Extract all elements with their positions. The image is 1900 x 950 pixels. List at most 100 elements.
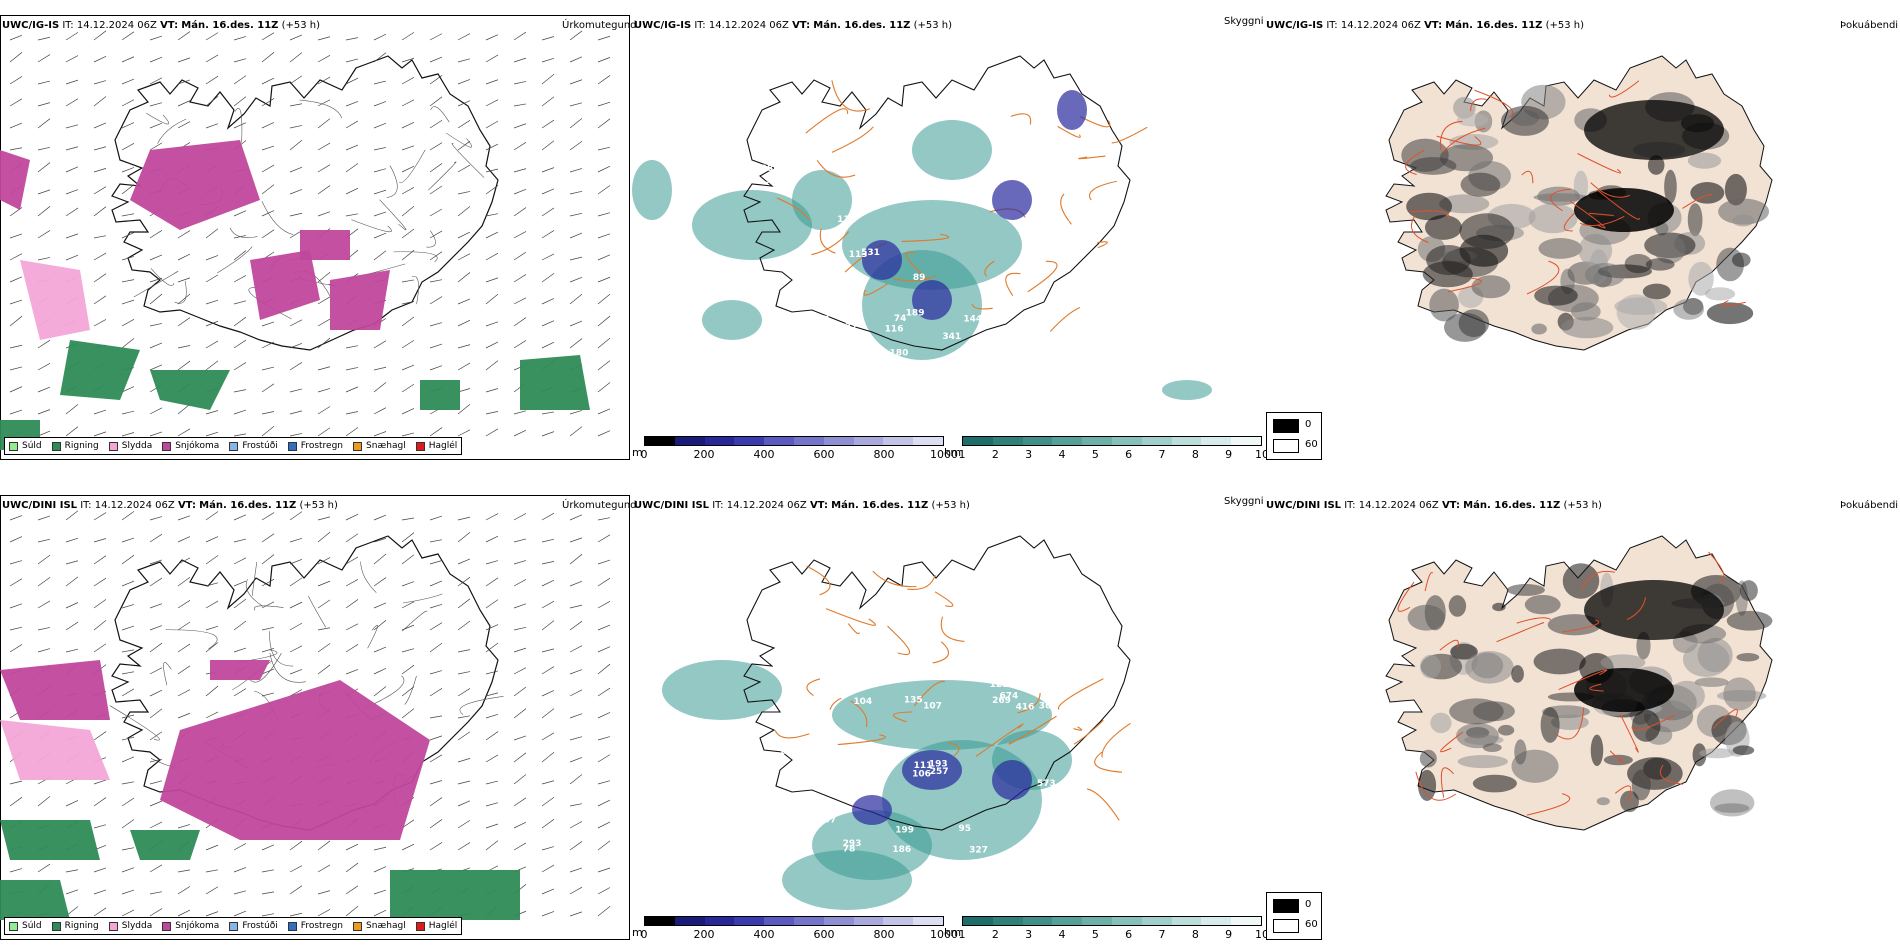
fog-cell bbox=[1540, 707, 1560, 743]
wind-barb bbox=[261, 692, 275, 697]
wind-barb bbox=[429, 296, 443, 305]
wind-barb bbox=[149, 908, 163, 917]
panel-header: UWC/IG-IS IT: 14.12.2024 06Z VT: Mán. 16… bbox=[2, 20, 320, 31]
wind-barb bbox=[513, 142, 527, 151]
vt-label: VT: bbox=[1441, 500, 1460, 511]
wind-barb bbox=[401, 648, 415, 653]
wind-barb bbox=[149, 102, 163, 107]
wind-barb bbox=[65, 189, 79, 195]
visibility-value: 964 bbox=[765, 176, 784, 186]
visibility-values: 2936745731862694073651301994163271401071… bbox=[770, 650, 1067, 856]
wind-barb bbox=[177, 824, 191, 829]
wind-barb bbox=[401, 99, 415, 107]
wind-barb bbox=[149, 431, 163, 437]
precip-area bbox=[0, 150, 30, 210]
panel-header: UWC/IG-IS IT: 14.12.2024 06Z VT: Mán. 16… bbox=[1266, 20, 1584, 31]
wind-barb bbox=[569, 620, 583, 631]
wind-barb bbox=[457, 272, 471, 283]
road-line bbox=[393, 251, 438, 263]
colorbar-tick: 0 bbox=[640, 928, 648, 941]
colorbar-tick: 9 bbox=[1225, 448, 1233, 461]
wind-barb bbox=[121, 410, 135, 415]
wind-barb bbox=[485, 277, 499, 283]
visibility-value: 193 bbox=[929, 760, 948, 770]
wind-barb bbox=[457, 362, 471, 371]
wind-barb bbox=[261, 229, 275, 239]
fog-cell bbox=[1514, 739, 1527, 765]
legend-item: Slydda bbox=[108, 441, 152, 451]
wind-barb bbox=[541, 732, 555, 741]
lead-time: (+53 h) bbox=[299, 500, 338, 511]
iceland-group bbox=[743, 535, 1131, 831]
visibility-value: 293 bbox=[777, 840, 796, 850]
road-line bbox=[446, 132, 472, 148]
wind-barb bbox=[65, 404, 79, 415]
wind-barb bbox=[261, 891, 275, 895]
wind-barb bbox=[289, 75, 303, 85]
wind-barb bbox=[149, 516, 163, 521]
visibility-area bbox=[912, 120, 992, 180]
road-line bbox=[1060, 193, 1072, 225]
road-line bbox=[1027, 260, 1058, 293]
colorbar-step bbox=[734, 437, 765, 445]
road-line bbox=[1397, 581, 1415, 612]
road-line bbox=[109, 705, 160, 741]
wind-barb bbox=[93, 252, 107, 261]
wind-barb bbox=[345, 578, 359, 587]
road-line bbox=[1626, 597, 1647, 621]
wind-barb bbox=[205, 844, 219, 851]
wind-barb bbox=[457, 558, 471, 565]
wind-barb bbox=[597, 315, 611, 327]
colorbar-step bbox=[823, 437, 854, 445]
wind-barb bbox=[261, 668, 275, 675]
colorbar-tick: 600 bbox=[813, 448, 835, 461]
visibility-value: 121 bbox=[990, 680, 1009, 690]
visibility-value: 82 bbox=[824, 381, 837, 391]
road-line bbox=[269, 631, 294, 667]
road-line bbox=[1563, 212, 1575, 232]
wind-barb bbox=[9, 560, 23, 565]
wind-barb bbox=[485, 143, 499, 151]
wind-barb bbox=[345, 862, 359, 873]
wind-barb bbox=[373, 382, 387, 393]
wind-barb bbox=[233, 514, 247, 521]
wind-barb bbox=[373, 168, 387, 173]
wind-barb bbox=[457, 780, 471, 785]
wind-barb bbox=[205, 582, 219, 587]
wind-barb bbox=[597, 430, 611, 437]
fog-core bbox=[1574, 668, 1674, 712]
colorbar-step bbox=[1231, 917, 1261, 925]
wind-barb bbox=[93, 146, 107, 151]
wind-barb bbox=[93, 186, 107, 195]
wind-barb bbox=[457, 516, 471, 521]
wind-barb bbox=[177, 360, 191, 371]
wind-barb bbox=[485, 360, 499, 371]
wind-barb bbox=[9, 52, 23, 63]
wind-barb bbox=[429, 580, 443, 587]
wind-barb bbox=[205, 123, 219, 129]
panel-title: Þokuábendi bbox=[1840, 500, 1899, 511]
wind-barb bbox=[457, 620, 471, 631]
colorbar-step bbox=[704, 917, 735, 925]
wind-barb bbox=[485, 293, 499, 305]
legend-swatch bbox=[415, 441, 425, 451]
wind-barb bbox=[177, 345, 191, 349]
wind-barb bbox=[429, 163, 443, 173]
wind-barb bbox=[597, 887, 611, 895]
wind-barb bbox=[569, 604, 583, 609]
colorbar-step bbox=[793, 437, 824, 445]
wind-barb bbox=[457, 231, 471, 239]
wind-barb bbox=[149, 780, 163, 785]
wind-barb bbox=[513, 410, 527, 415]
precip-type-panel: UWC/IG-IS IT: 14.12.2024 06Z VT: Mán. 16… bbox=[0, 0, 637, 470]
fog-cell bbox=[1459, 213, 1515, 249]
wind-barb bbox=[233, 58, 247, 63]
wind-barb bbox=[569, 713, 583, 719]
vt-value: Mán. 16.des. 11Z bbox=[813, 20, 911, 31]
wind-barb bbox=[457, 100, 471, 107]
road-line bbox=[1424, 572, 1434, 592]
wind-barb bbox=[9, 780, 23, 785]
road-line bbox=[1556, 707, 1585, 740]
wind-barb bbox=[93, 643, 107, 653]
road-line bbox=[402, 610, 428, 632]
